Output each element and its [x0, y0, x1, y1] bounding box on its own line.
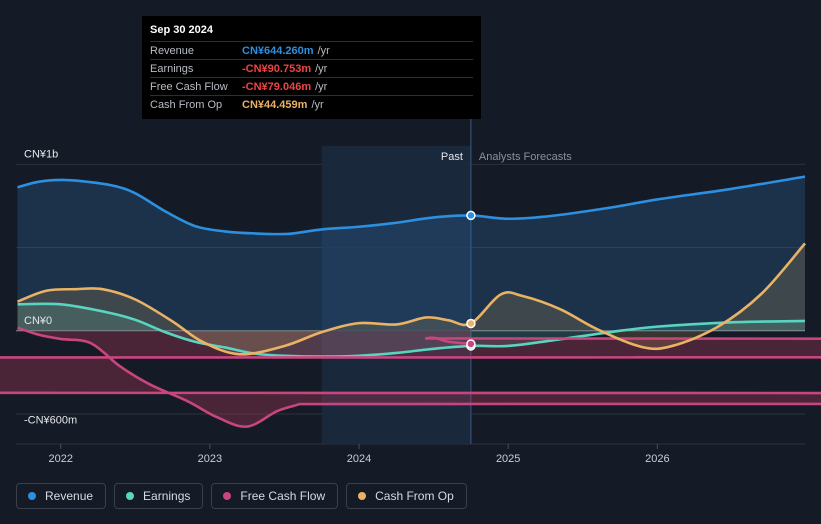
tooltip-row-free-cash-flow: Free Cash Flow -CN¥79.046m /yr — [150, 77, 473, 95]
x-tick-label: 2022 — [49, 453, 73, 465]
tooltip-label: Earnings — [150, 62, 194, 75]
cash-from-op-highlight-point — [466, 318, 476, 329]
legend-dot-icon — [223, 492, 232, 500]
tooltip-unit: /yr — [311, 98, 324, 111]
x-tick-label: 2024 — [347, 453, 371, 465]
tooltip-label: Free Cash Flow — [150, 80, 228, 93]
legend-dot-icon — [358, 492, 367, 500]
earnings-area — [17, 303, 805, 357]
data-tooltip: Sep 30 2024 Revenue CN¥644.260m /yr Earn… — [142, 16, 481, 119]
x-tick-label: 2023 — [198, 453, 222, 465]
tooltip-row-revenue: Revenue CN¥644.260m /yr — [150, 41, 473, 59]
chart-canvas: CN¥1b CN¥0 -CN¥600m 2022 2023 2024 2025 2026 Pas… — [0, 16, 821, 465]
y-axis-label: -CN¥600m — [24, 415, 77, 427]
y-axis-label: CN¥1b — [24, 148, 58, 160]
legend-label: Free Cash Flow — [240, 489, 326, 503]
cash-from-op-line — [17, 242, 806, 356]
highlight-points[interactable] — [466, 210, 476, 351]
x-tick-label: 2025 — [496, 453, 520, 465]
legend-label: Cash From Op — [375, 489, 454, 503]
series-lines — [0, 175, 821, 427]
past-region — [321, 146, 471, 444]
revenue-line — [17, 175, 806, 236]
tooltip-row-cash-from-op: Cash From Op CN¥44.459m /yr — [150, 95, 473, 113]
chart-legend: Revenue Earnings Free Cash Flow Cash Fro… — [16, 483, 467, 509]
y-axis-label: CN¥0 — [24, 315, 52, 327]
tooltip-value: CN¥44.459m — [242, 98, 308, 111]
legend-item-earnings[interactable]: Earnings — [114, 483, 204, 509]
legend-label: Earnings — [143, 489, 191, 503]
revenue-area — [17, 176, 805, 331]
legend-item-revenue[interactable]: Revenue — [16, 483, 107, 509]
free-cash-flow-highlight-point — [466, 339, 476, 349]
tooltip-date: Sep 30 2024 — [150, 24, 213, 36]
past-label: Past — [441, 151, 463, 163]
tooltip-value: -CN¥79.046m — [242, 80, 312, 93]
tooltip-value: -CN¥90.753m — [242, 62, 312, 75]
tooltip-unit: /yr — [315, 80, 328, 93]
x-tick-label: 2026 — [645, 453, 669, 465]
legend-dot-icon — [28, 492, 36, 500]
tooltip-label: Revenue — [150, 44, 195, 57]
tooltip-label: Cash From Op — [150, 98, 223, 111]
series-areas — [0, 176, 821, 427]
legend-item-free-cash-flow[interactable]: Free Cash Flow — [211, 483, 339, 509]
forecast-label: Analysts Forecasts — [479, 151, 572, 163]
tooltip-unit: /yr — [315, 62, 328, 75]
tooltip-row-earnings: Earnings -CN¥90.753m /yr — [150, 59, 473, 77]
revenue-highlight-point — [466, 210, 476, 221]
tooltip-unit: /yr — [317, 44, 330, 57]
axis-labels: CN¥1b CN¥0 -CN¥600m 2022 2023 2024 2025 2026 Pas… — [24, 148, 670, 465]
legend-label: Revenue — [45, 489, 94, 503]
tooltip-value: CN¥644.260m — [242, 44, 314, 57]
past-shade — [321, 16, 472, 444]
legend-item-cash-from-op[interactable]: Cash From Op — [346, 483, 467, 509]
legend-dot-icon — [126, 492, 135, 500]
